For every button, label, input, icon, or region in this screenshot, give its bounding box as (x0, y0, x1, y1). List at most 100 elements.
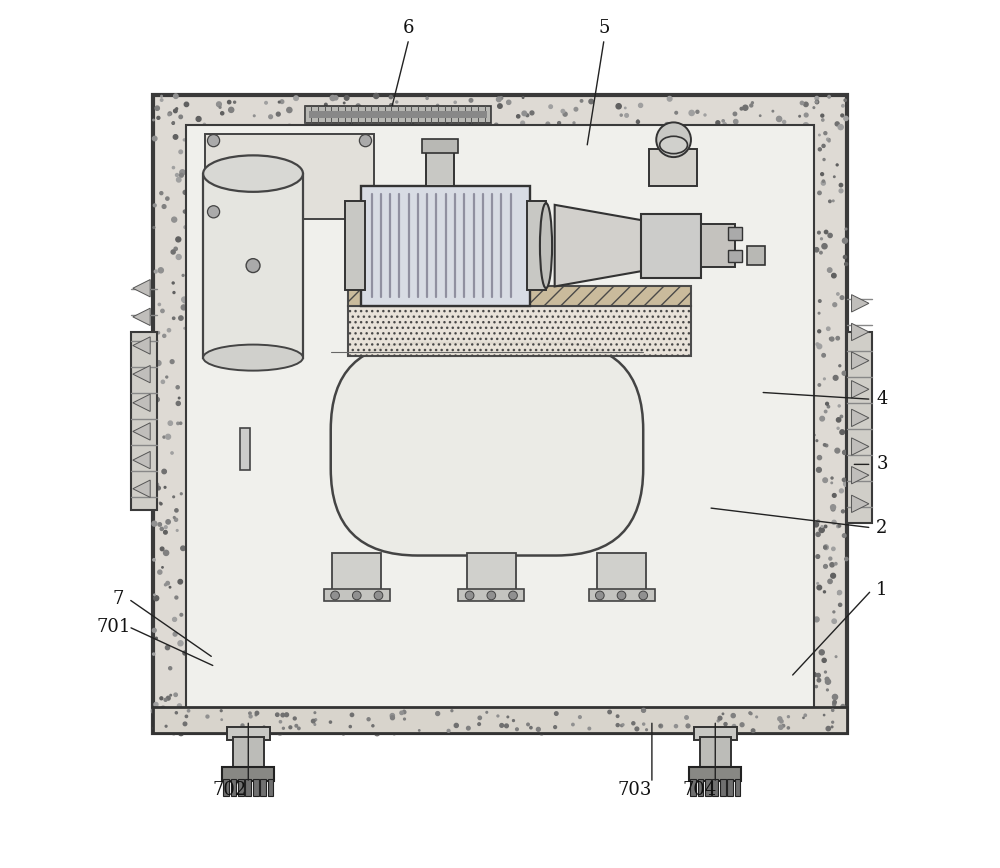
Circle shape (750, 104, 753, 107)
Bar (348, 286, 691, 306)
Circle shape (374, 94, 379, 98)
Circle shape (293, 717, 296, 720)
Circle shape (289, 710, 293, 713)
Circle shape (164, 550, 169, 556)
Circle shape (625, 114, 628, 117)
Circle shape (160, 547, 164, 550)
Circle shape (599, 706, 604, 710)
Polygon shape (133, 308, 150, 326)
Circle shape (844, 99, 846, 102)
Bar (348, 306, 691, 356)
Circle shape (154, 339, 158, 343)
Circle shape (164, 486, 166, 488)
Circle shape (804, 714, 806, 716)
Circle shape (180, 727, 183, 731)
Circle shape (838, 590, 842, 595)
Circle shape (832, 200, 834, 201)
Circle shape (157, 332, 160, 334)
Circle shape (843, 450, 847, 455)
Circle shape (389, 95, 393, 99)
Circle shape (166, 197, 169, 201)
Circle shape (285, 713, 289, 717)
Circle shape (832, 520, 836, 524)
Circle shape (814, 523, 818, 527)
Circle shape (814, 617, 819, 621)
Circle shape (809, 715, 814, 720)
Bar (203, 174, 303, 358)
Circle shape (832, 694, 838, 700)
Circle shape (595, 591, 604, 600)
Circle shape (306, 110, 311, 115)
Circle shape (161, 309, 164, 312)
Circle shape (170, 359, 174, 364)
Circle shape (314, 712, 316, 713)
Circle shape (793, 714, 795, 717)
Circle shape (157, 486, 160, 490)
Circle shape (173, 317, 175, 319)
Circle shape (500, 96, 503, 100)
FancyBboxPatch shape (331, 343, 643, 556)
Circle shape (311, 720, 315, 723)
Circle shape (603, 725, 606, 728)
Circle shape (799, 725, 801, 727)
Circle shape (835, 122, 839, 126)
Circle shape (831, 508, 835, 511)
Circle shape (803, 122, 808, 128)
Text: 1: 1 (876, 582, 888, 599)
Circle shape (171, 730, 176, 734)
Circle shape (822, 180, 825, 182)
Circle shape (826, 727, 830, 731)
Circle shape (359, 135, 372, 147)
Circle shape (820, 252, 822, 254)
Bar (260, 779, 266, 796)
Circle shape (221, 719, 222, 720)
Circle shape (492, 706, 494, 707)
Circle shape (825, 679, 831, 684)
Circle shape (828, 579, 832, 583)
Circle shape (307, 713, 309, 715)
Circle shape (675, 111, 678, 114)
Circle shape (176, 254, 181, 260)
Circle shape (829, 723, 831, 726)
Circle shape (391, 716, 394, 720)
Circle shape (179, 316, 183, 320)
Circle shape (178, 641, 183, 646)
Circle shape (349, 726, 351, 727)
Circle shape (750, 713, 752, 714)
Circle shape (841, 114, 844, 117)
Circle shape (246, 259, 260, 273)
Polygon shape (852, 437, 869, 455)
Circle shape (827, 327, 830, 331)
Circle shape (177, 422, 179, 424)
Circle shape (180, 614, 183, 616)
Circle shape (832, 619, 836, 623)
Circle shape (161, 707, 165, 710)
Circle shape (685, 716, 688, 720)
Circle shape (172, 167, 175, 168)
Circle shape (722, 120, 724, 122)
Circle shape (181, 305, 186, 310)
Circle shape (536, 727, 540, 731)
Circle shape (839, 489, 843, 493)
Circle shape (172, 122, 174, 124)
Circle shape (837, 525, 839, 528)
Circle shape (574, 108, 578, 111)
Circle shape (686, 724, 690, 727)
Circle shape (153, 653, 155, 655)
Circle shape (168, 112, 172, 115)
Circle shape (151, 336, 156, 341)
Circle shape (842, 478, 846, 482)
Circle shape (833, 376, 838, 380)
Circle shape (500, 726, 503, 728)
Circle shape (817, 679, 821, 682)
Circle shape (637, 120, 639, 122)
Circle shape (749, 712, 751, 714)
Circle shape (214, 727, 218, 731)
Circle shape (815, 686, 817, 687)
Circle shape (324, 701, 327, 705)
Bar (727, 779, 733, 796)
Circle shape (175, 509, 178, 512)
Circle shape (283, 714, 286, 717)
Polygon shape (852, 323, 869, 340)
Circle shape (827, 405, 830, 408)
